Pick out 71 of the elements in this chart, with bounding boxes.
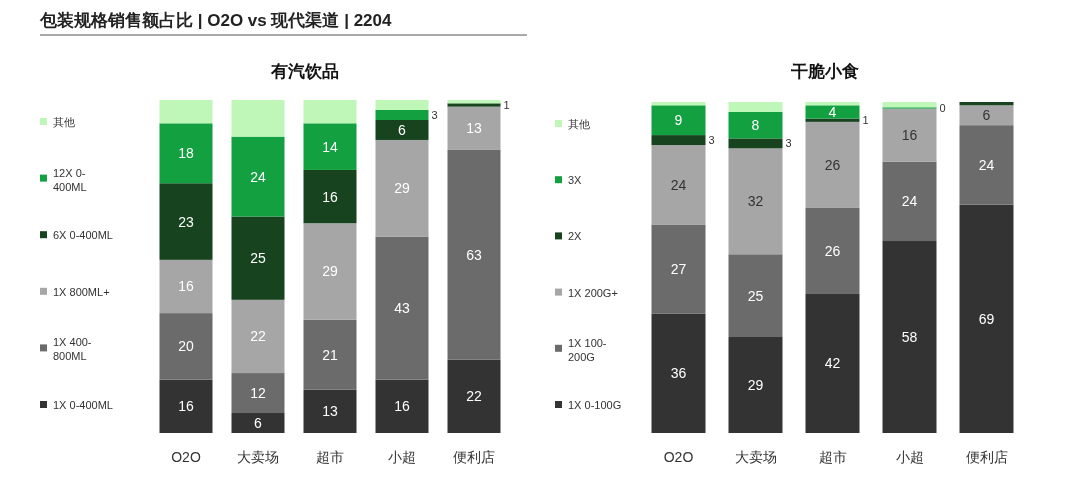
x-tick-label: 小超 [388, 449, 416, 465]
data-label: 3 [785, 137, 792, 150]
data-label: 6 [398, 121, 407, 138]
data-label: 69 [978, 310, 995, 327]
data-label: 9 [674, 112, 683, 129]
data-label: 16 [322, 188, 338, 205]
data-label: 32 [747, 193, 764, 210]
data-label: 25 [250, 250, 266, 267]
data-label: 12 [250, 385, 266, 402]
legend-label: 12X 0-400ML [53, 166, 87, 193]
data-label: 27 [670, 261, 687, 278]
data-label: 8 [751, 117, 760, 134]
legend-label: 2X [568, 230, 583, 243]
data-label: 36 [670, 365, 687, 382]
data-label: 29 [394, 180, 410, 197]
x-tick-label: 超市 [818, 449, 847, 465]
legend-label: 其他 [53, 116, 75, 128]
data-label: 16 [178, 398, 194, 415]
data-label: 13 [466, 120, 482, 137]
chart-title: 有汽饮品 [270, 62, 339, 81]
x-tick-label: 小超 [895, 449, 924, 465]
data-label: 42 [824, 355, 841, 372]
data-label: 29 [747, 377, 764, 394]
data-label: 3 [431, 108, 438, 121]
x-tick-label: O2O [663, 449, 694, 465]
data-label: 22 [250, 328, 266, 345]
data-label: 20 [178, 338, 194, 355]
x-tick-label: 超市 [316, 449, 344, 465]
data-label: 29 [322, 263, 338, 280]
data-label: 6 [982, 107, 991, 124]
legend-label: 其他 [568, 118, 590, 130]
data-label: 0 [939, 101, 946, 114]
data-label: 4 [828, 103, 837, 120]
data-label: 58 [901, 329, 918, 346]
legend-label: 1X 800ML+ [53, 285, 110, 298]
legend-label: 3X [568, 174, 583, 187]
data-label: 24 [978, 156, 995, 173]
text: 包装规格销售额占比 | O2O vs 现代渠道 | 2204 [39, 11, 393, 30]
data-label: 63 [466, 246, 482, 263]
legend-label: 6X 0-400ML [53, 229, 113, 242]
data-label: 18 [178, 145, 194, 162]
data-label: 1 [503, 99, 510, 111]
data-label: 6 [254, 415, 263, 432]
data-label: 16 [901, 127, 918, 144]
data-label: 43 [394, 300, 410, 317]
data-label: 22 [466, 388, 482, 405]
x-tick-label: 便利店 [965, 449, 1008, 465]
legend-label: 1X 0-100G [568, 399, 622, 411]
data-label: 16 [178, 278, 194, 295]
x-tick-label: 大卖场 [734, 449, 777, 465]
data-label: 1 [862, 114, 869, 127]
data-label: 26 [824, 156, 841, 173]
data-label: 24 [901, 193, 918, 210]
x-tick-label: 大卖场 [237, 449, 279, 465]
data-label: 26 [824, 242, 841, 259]
data-label: 23 [178, 213, 194, 230]
data-label: 24 [250, 168, 266, 185]
data-label: 16 [394, 398, 410, 415]
data-label: 3 [708, 134, 715, 147]
data-label: 21 [322, 346, 338, 363]
x-tick-label: O2O [171, 449, 201, 465]
chart-title: 干脆小食 [790, 62, 859, 81]
data-label: 13 [322, 403, 338, 420]
x-tick-label: 便利店 [453, 449, 495, 465]
legend-label: 1X 200G+ [568, 286, 618, 299]
data-label: 24 [670, 176, 687, 193]
legend-label: 1X 100-200G [568, 336, 607, 363]
legend-label: 1X 0-400ML [53, 399, 113, 411]
legend-label: 1X 400-800ML [53, 336, 92, 363]
data-label: 25 [747, 287, 764, 304]
data-label: 14 [322, 138, 338, 155]
